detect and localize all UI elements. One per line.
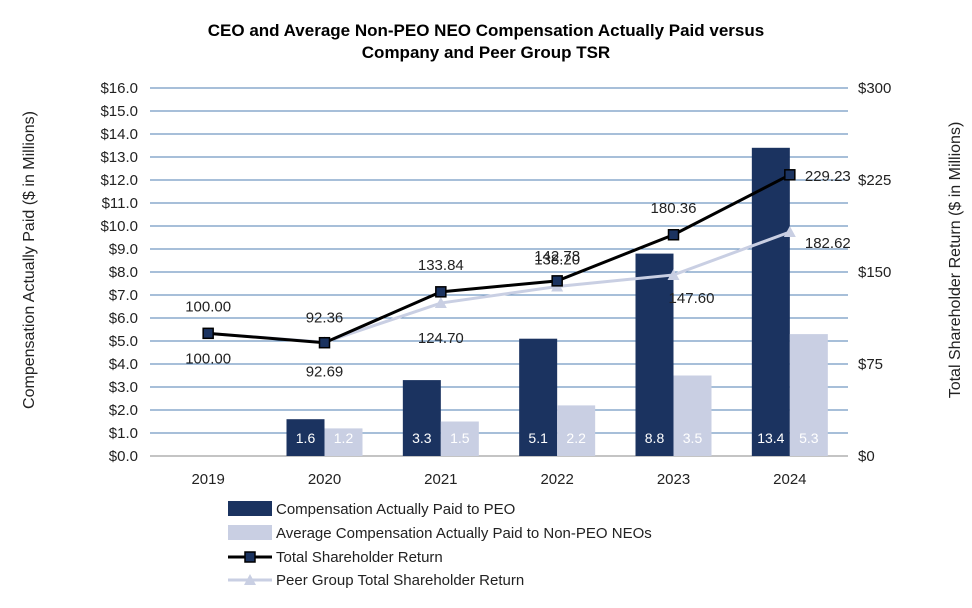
x-axis-ticks: 2019 2020 2021 2022 2023 2024: [191, 471, 806, 488]
peer-label-2024: 182.62: [805, 235, 851, 252]
bar-neo-2024: [789, 334, 828, 456]
x-tick-label: 2019: [191, 471, 224, 488]
tsr-marker-2019: [202, 327, 214, 340]
tsr-marker-2024: [784, 169, 796, 181]
legend-marker-2: [244, 551, 256, 563]
left-tick-label: $8.0: [109, 264, 138, 281]
x-tick-label: 2021: [424, 471, 457, 488]
x-tick-label: 2020: [308, 471, 341, 488]
gridlines: [150, 87, 848, 457]
left-tick-label: $3.0: [109, 379, 138, 396]
bar-series: 1.6 3.3 5.1 8.8 13.4 1.2 1.5 2.2 3.5 5.3: [286, 147, 828, 457]
bar-label-neo-2023: 3.5: [683, 430, 703, 446]
tsr-label-2019: 100.00: [185, 298, 231, 315]
bar-peo-2022: [519, 338, 558, 456]
left-tick-label: $5.0: [109, 333, 138, 350]
legend-label-3: Peer Group Total Shareholder Return: [276, 572, 524, 589]
legend: Compensation Actually Paid to PEO Average…: [228, 501, 652, 589]
legend-marker-3: [244, 574, 256, 585]
left-tick-label: $9.0: [109, 241, 138, 258]
peer-label-2022: 138.20: [534, 251, 580, 268]
legend-label-2: Total Shareholder Return: [276, 549, 443, 566]
left-tick-label: $10.0: [100, 218, 138, 235]
right-tick-label: $300: [858, 80, 891, 97]
peer-label-2019: 100.00: [185, 350, 231, 367]
bar-label-peo-2020: 1.6: [296, 430, 316, 446]
peer-marker-2021: [434, 297, 447, 309]
bar-label-peo-2023: 8.8: [645, 430, 665, 446]
left-tick-label: $2.0: [109, 402, 138, 419]
right-tick-label: $0: [858, 448, 875, 465]
bar-peo-2023: [635, 253, 674, 456]
tsr-label-2023: 180.36: [651, 200, 697, 217]
bar-neo-2021: [440, 421, 479, 456]
tsr-label-2022: 142.78: [534, 248, 580, 265]
tsr-marker-2020: [318, 336, 331, 349]
tsr-marker-2023: [667, 229, 680, 241]
peer-marker-2023: [667, 268, 680, 280]
right-axis-title: Total Shareholder Return ($ in Millions): [947, 122, 964, 399]
bar-neo-2020: [324, 428, 363, 456]
left-tick-label: $0.0: [109, 448, 138, 465]
x-tick-label: 2023: [657, 471, 690, 488]
bar-neo-2022: [557, 405, 596, 456]
bar-label-peo-2021: 3.3: [412, 430, 432, 446]
bar-peo-2021: [402, 380, 441, 456]
left-tick-label: $11.0: [102, 195, 138, 212]
peer-label-2021: 124.70: [418, 330, 464, 347]
x-tick-label: 2024: [773, 471, 806, 488]
left-tick-label: $15.0: [100, 103, 138, 120]
legend-swatch-0: [228, 501, 272, 516]
legend-label-0: Compensation Actually Paid to PEO: [276, 501, 515, 518]
bar-neo-2023: [673, 375, 712, 456]
bar-label-neo-2024: 5.3: [799, 430, 819, 446]
tsr-label-2021: 133.84: [418, 257, 464, 274]
legend-swatch-1: [228, 525, 272, 540]
left-tick-label: $1.0: [109, 425, 138, 442]
tsr-label-2020: 92.36: [306, 310, 344, 327]
left-tick-label: $4.0: [109, 356, 138, 373]
tsr-label-2024: 229.23: [805, 168, 851, 185]
right-tick-label: $225: [858, 172, 891, 189]
peer-marker-2024: [783, 225, 796, 237]
left-tick-label: $13.0: [100, 149, 138, 166]
bar-peo-2020: [286, 419, 325, 456]
left-tick-label: $12.0: [100, 172, 138, 189]
bar-label-neo-2020: 1.2: [334, 430, 354, 446]
right-tick-label: $75: [858, 356, 883, 373]
peer-label-2023: 147.60: [669, 290, 715, 307]
bar-label-neo-2021: 1.5: [450, 430, 470, 446]
left-axis-ticks: $0.0 $1.0 $2.0 $3.0 $4.0 $5.0 $6.0 $7.0 $8.0 $9.0…: [100, 80, 138, 465]
tsr-marker-2022: [551, 275, 563, 287]
bar-label-neo-2022: 2.2: [566, 430, 586, 446]
x-tick-label: 2022: [540, 471, 573, 488]
left-tick-label: $7.0: [109, 287, 138, 304]
left-tick-label: $6.0: [109, 310, 138, 327]
peer-label-2020: 92.69: [306, 363, 344, 380]
bar-label-peo-2024: 13.4: [757, 430, 784, 446]
left-axis-title: Compensation Actually Paid ($ in Million…: [21, 111, 38, 409]
right-axis-ticks: $0 $75 $150 $225 $300: [858, 80, 891, 465]
chart-title-line1: CEO and Average Non-PEO NEO Compensation…: [208, 21, 764, 40]
bar-peo-2024: [751, 147, 790, 457]
right-tick-label: $150: [858, 264, 891, 281]
tsr-marker-2021: [435, 286, 447, 298]
left-tick-label: $16.0: [100, 80, 138, 97]
line-series: 100.00 92.69 124.70 138.20 147.60 182.62 100.0…: [185, 168, 851, 380]
tsr-line: [208, 173, 791, 345]
bar-label-peo-2022: 5.1: [528, 430, 548, 446]
legend-label-1: Average Compensation Actually Paid to No…: [276, 525, 652, 542]
chart-title-line2: Company and Peer Group TSR: [362, 43, 610, 62]
left-tick-label: $14.0: [100, 126, 138, 143]
